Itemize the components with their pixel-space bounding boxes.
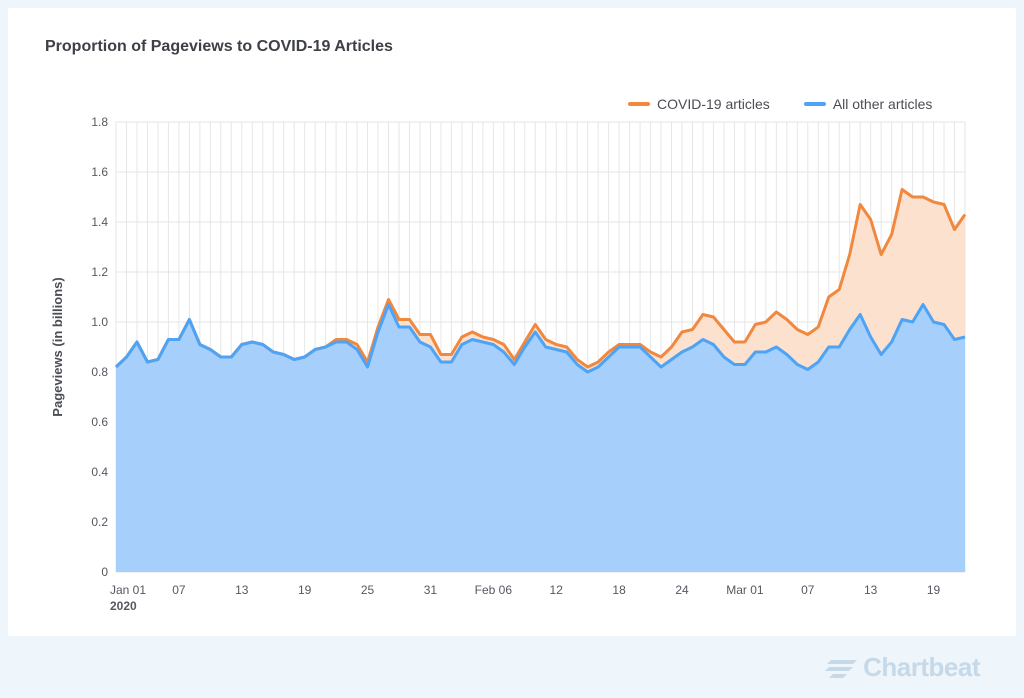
- x-tick-label: 19: [298, 583, 312, 597]
- legend-label-other: All other articles: [832, 96, 933, 112]
- y-axis-ticks: 0 0.2 0.4 0.6 0.8 1.0 1.2 1.4 1.6 1.8: [91, 115, 108, 579]
- x-tick-label: 19: [927, 583, 941, 597]
- y-tick-label: 0.4: [91, 465, 108, 479]
- other-articles-area: [116, 304, 965, 572]
- y-tick-label: 1.4: [91, 215, 108, 229]
- y-tick-label: 1.0: [91, 315, 108, 329]
- y-axis-label: Pageviews (in billions): [50, 277, 65, 416]
- legend-item-covid[interactable]: COVID-19 articles: [628, 96, 770, 112]
- y-tick-label: 1.2: [91, 265, 108, 279]
- y-tick-label: 0.2: [91, 515, 108, 529]
- legend-label-covid: COVID-19 articles: [657, 96, 770, 112]
- x-axis-ticks: Jan 01 2020 07 13 19 25 31 Feb 06 12 18 24 Mar 01 07…: [110, 583, 941, 613]
- y-tick-label: 0: [101, 565, 108, 579]
- y-tick-label: 1.6: [91, 165, 108, 179]
- covid-articles-area: [116, 189, 965, 372]
- brand-name: Chartbeat: [863, 652, 980, 682]
- x-tick-label: 18: [612, 583, 626, 597]
- chart-legend: COVID-19 articles All other articles: [628, 96, 932, 112]
- x-tick-label: 07: [172, 583, 186, 597]
- chart-lines: [114, 188, 967, 374]
- x-tick-label: Jan 01: [110, 583, 146, 597]
- chart-areas: [116, 189, 965, 572]
- x-tick-label: 13: [864, 583, 878, 597]
- chart-title: Proportion of Pageviews to COVID-19 Arti…: [45, 38, 393, 55]
- y-tick-label: 1.8: [91, 115, 108, 129]
- brand-logo: Chartbeat: [825, 652, 980, 683]
- y-tick-label: 0.6: [91, 415, 108, 429]
- y-tick-label: 0.8: [91, 365, 108, 379]
- x-tick-label: 25: [361, 583, 375, 597]
- x-tick-label: Mar 01: [726, 583, 764, 597]
- x-tick-label: 31: [424, 583, 438, 597]
- x-tick-label: Feb 06: [475, 583, 513, 597]
- chartbeat-logo-icon: [825, 659, 858, 678]
- legend-swatch-other: [803, 102, 826, 106]
- x-tick-label: 12: [550, 583, 564, 597]
- x-tick-label: 07: [801, 583, 815, 597]
- other-articles-line: [114, 303, 966, 374]
- x-tick-label: 24: [675, 583, 689, 597]
- x-tick-label: 13: [235, 583, 249, 597]
- legend-swatch-covid: [628, 102, 650, 106]
- legend-item-other[interactable]: All other articles: [803, 96, 933, 112]
- x-tick-sublabel: 2020: [110, 599, 137, 613]
